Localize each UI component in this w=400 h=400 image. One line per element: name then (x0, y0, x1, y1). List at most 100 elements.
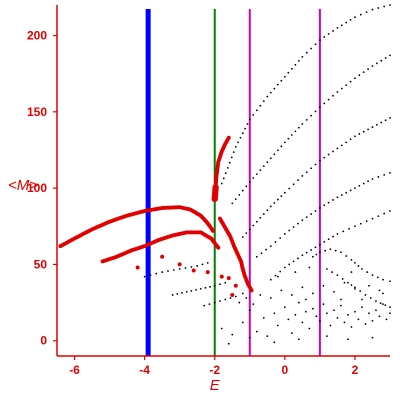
data-point-s1-c2-29 (358, 133, 361, 135)
data-point-s1-p25 (340, 304, 342, 307)
data-point-s1-c1-21 (305, 118, 308, 121)
data-point-s1-p66 (371, 336, 374, 339)
data-point-s1-c3-16 (327, 201, 330, 204)
data-point-s1-c8-8 (350, 258, 353, 261)
data-point-s1-p26 (343, 321, 346, 324)
data-point-s1-c1-19 (297, 126, 300, 129)
data-point-s1-p28 (350, 326, 353, 328)
data-point-s1-c2-23 (332, 150, 334, 153)
data-point-s1-c6-7 (204, 286, 207, 289)
data-point-s1-c1-32 (354, 77, 356, 80)
data-point-s1-c3-14 (318, 207, 321, 209)
data-point-s1-c0-34 (327, 33, 330, 35)
data-point-s1-p3 (248, 309, 251, 312)
data-point-s1-c5-5 (172, 269, 175, 271)
data-point-s1-c3-9 (297, 222, 299, 225)
data-point-s1-c4-22 (377, 215, 380, 218)
data-point-s1-c9-11 (379, 302, 382, 304)
data-point-s1-p31 (361, 306, 363, 309)
data-point-s1-p24 (336, 316, 339, 319)
data-point-s1-c3-23 (358, 184, 361, 187)
x-axis-label: E (210, 377, 221, 394)
data-point-s1-c2-30 (362, 130, 365, 133)
data-point-s1-c1-28 (336, 91, 339, 93)
data-point-s1-c0-3 (226, 166, 229, 169)
data-point-s1-c7-7 (241, 292, 244, 295)
data-point-s1-c2-34 (380, 121, 383, 124)
data-point-s1-c1-39 (384, 57, 387, 59)
data-point-s1-c5-3 (161, 271, 164, 273)
data-point-s1-c8-15 (382, 278, 384, 281)
data-point-s1-p10 (287, 318, 290, 321)
data-point-s1-p59 (378, 289, 381, 292)
data-point-s1-c3-17 (332, 199, 334, 201)
data-point-s1-c6-2 (181, 292, 183, 294)
data-point-s1-p33 (368, 312, 370, 315)
data-point-s1-c0-27 (297, 59, 300, 62)
data-point-s1-p4 (255, 330, 258, 333)
data-point-s1-c0-2 (224, 172, 227, 174)
y-tick-label: 100 (27, 181, 47, 195)
data-point-s1-c1-14 (280, 145, 283, 148)
data-point-s1-p62 (273, 341, 276, 344)
data-point-s1-c3-0 (255, 255, 258, 258)
data-point-s1-c2-27 (349, 138, 352, 141)
data-point-s1-c1-8 (259, 169, 262, 172)
data-point-s1-c1-29 (340, 87, 343, 90)
data-point-s1-c8-3 (324, 249, 327, 252)
data-point-s1-c0-11 (244, 127, 247, 130)
x-tick-label: -4 (139, 363, 150, 377)
data-point-s1-c5-4 (167, 270, 169, 272)
data-point-s1-c2-13 (288, 187, 291, 190)
data-point-s1-p61 (248, 336, 251, 339)
data-point-s1-c0-31 (314, 43, 317, 46)
data-point-s0-p5 (219, 274, 224, 279)
data-point-s1-c4-9 (310, 249, 313, 251)
data-point-s1-c0-43 (371, 8, 374, 11)
data-point-s1-c7-2 (213, 301, 216, 304)
data-point-s1-p67 (304, 298, 307, 301)
data-point-s1-c3-6 (283, 233, 286, 235)
ticks-layer: -6 -4 -2 0 2 0 50 100 150 200 (27, 29, 359, 377)
data-point-s1-p43 (259, 294, 262, 296)
y-axis-label: <M> (8, 177, 38, 194)
data-point-s1-c7-5 (229, 297, 232, 299)
data-point-s1-c3-24 (362, 182, 365, 185)
data-point-s1-c4-20 (365, 220, 368, 223)
data-point-s1-c1-1 (234, 198, 237, 201)
data-point-s1-c0-7 (234, 146, 237, 148)
data-point-s0-p2 (177, 262, 182, 267)
data-point-s1-c0-25 (290, 67, 293, 70)
data-point-s1-p69 (361, 298, 363, 301)
data-point-s1-c0-35 (332, 30, 334, 32)
data-point-s0-p1 (160, 254, 165, 259)
data-point-s1-p39 (389, 312, 391, 315)
data-point-s1-c3-12 (310, 213, 313, 215)
data-point-s1-c2-8 (269, 205, 272, 208)
data-point-s1-c3-25 (367, 180, 369, 183)
data-point-s0-p4 (205, 270, 210, 275)
data-point-s1-c4-23 (383, 212, 386, 215)
data-point-s1-p36 (378, 315, 381, 318)
data-point-s1-c2-11 (280, 195, 283, 198)
data-point-s1-c0-40 (354, 16, 356, 19)
data-point-s1-c8-11 (361, 268, 363, 270)
data-point-s1-c8-16 (389, 280, 391, 283)
data-point-s1-c2-22 (327, 153, 330, 156)
data-point-s1-c0-28 (301, 55, 304, 58)
data-point-s1-c2-31 (367, 128, 369, 131)
data-point-s1-c5-2 (155, 272, 158, 275)
data-point-s1-c2-10 (276, 198, 279, 201)
data-point-s1-c6-3 (185, 291, 188, 293)
data-point-s1-c7-4 (224, 298, 227, 301)
data-point-s1-p20 (322, 303, 325, 306)
data-point-s1-c6-6 (199, 287, 202, 290)
data-point-s1-c2-6 (262, 213, 265, 215)
data-point-s1-c2-14 (292, 183, 295, 186)
data-point-s1-c5-6 (178, 268, 181, 270)
data-point-s1-c9-10 (375, 300, 377, 302)
x-tick-label: -2 (209, 363, 220, 377)
data-point-s1-c1-33 (358, 74, 361, 77)
data-point-s1-c0-36 (336, 26, 339, 29)
data-point-s1-p21 (326, 312, 328, 315)
